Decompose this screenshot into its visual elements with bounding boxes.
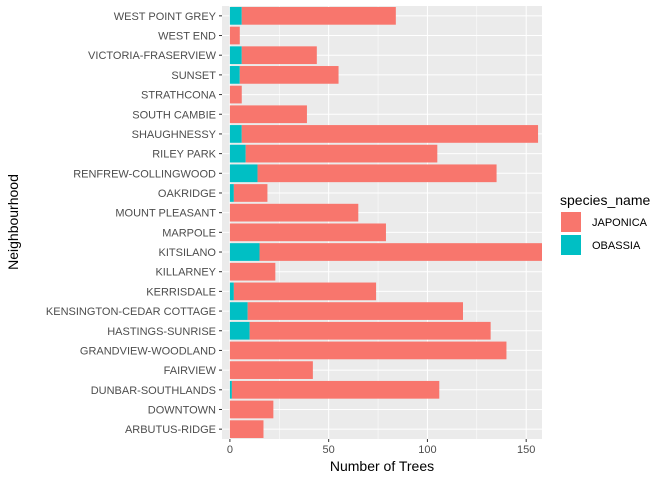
y-tick-label: DOWNTOWN	[148, 404, 216, 416]
bar-japonica	[229, 223, 386, 242]
y-tick-label: WEST END	[158, 31, 216, 43]
bar-obassia	[229, 321, 250, 340]
legend-key-obassia	[561, 235, 581, 255]
bar-japonica	[241, 46, 317, 65]
bar-japonica	[229, 85, 242, 104]
y-tick-label: SUNSET	[171, 70, 216, 82]
y-axis: ARBUTUS-RIDGE DOWNTOWN DUNBAR-SOUTHLANDS FA…	[46, 11, 222, 436]
bar-japonica	[241, 6, 396, 25]
y-tick-label: DUNBAR-SOUTHLANDS	[91, 385, 216, 397]
bar-obassia	[229, 6, 242, 25]
y-tick-label: MARPOLE	[162, 227, 216, 239]
legend: species_name JAPONICA OBASSIA	[560, 192, 650, 255]
y-tick-label: HASTINGS-SUNRISE	[107, 326, 216, 338]
legend-label-japonica: JAPONICA	[592, 217, 648, 229]
y-tick-label: ARBUTUS-RIDGE	[125, 424, 216, 436]
bar-obassia	[229, 125, 242, 143]
bar-japonica	[233, 184, 268, 202]
y-tick-label: FAIRVIEW	[164, 365, 217, 377]
bar-obassia	[229, 243, 260, 261]
legend-title: species_name	[560, 192, 650, 208]
bar-japonica	[229, 400, 274, 419]
bar-japonica	[245, 144, 438, 163]
y-tick-label: VICTORIA-FRASERVIEW	[88, 50, 217, 62]
y-tick-label: WEST POINT GREY	[114, 11, 217, 23]
y-tick-label: GRANDVIEW-WOODLAND	[80, 345, 216, 357]
bar-obassia	[229, 282, 234, 301]
y-tick-label: RENFREW-COLLINGWOOD	[73, 168, 216, 180]
x-axis: 0 50 100 150	[227, 439, 535, 456]
y-tick-label: KERRISDALE	[146, 286, 216, 298]
bar-obassia	[229, 380, 232, 399]
bar-japonica	[229, 105, 307, 124]
bar-obassia	[229, 164, 258, 183]
bar-obassia	[229, 46, 242, 65]
y-tick-label: OAKRIDGE	[158, 188, 216, 200]
bar-japonica	[233, 282, 377, 301]
legend-key-japonica	[561, 212, 581, 232]
y-tick-label: SHAUGHNESSY	[132, 129, 217, 141]
bar-japonica	[259, 243, 542, 261]
bar-japonica	[241, 125, 539, 143]
bar-japonica	[229, 262, 276, 281]
y-tick-label: KILLARNEY	[155, 267, 216, 279]
bar-japonica	[231, 380, 440, 399]
bar-obassia	[229, 144, 246, 163]
bar-japonica	[257, 164, 497, 183]
y-tick-label: KENSINGTON-CEDAR COTTAGE	[46, 306, 216, 318]
bar-japonica	[229, 341, 507, 360]
bar-obassia	[229, 302, 248, 320]
bars-layer	[229, 6, 542, 439]
legend-label-obassia: OBASSIA	[592, 240, 641, 252]
bar-japonica	[249, 321, 491, 340]
bar-japonica	[247, 302, 463, 320]
bar-japonica	[229, 420, 264, 439]
bar-obassia	[229, 184, 234, 202]
y-tick-label: SOUTH CAMBIE	[132, 109, 216, 121]
bar-japonica	[229, 203, 359, 222]
bar-japonica	[239, 66, 339, 84]
bar-japonica	[229, 361, 313, 379]
y-axis-title: Neighbourhood	[5, 174, 21, 270]
x-tick-label: 100	[418, 444, 436, 456]
bar-obassia	[229, 66, 240, 84]
y-tick-label: MOUNT PLEASANT	[115, 208, 216, 220]
x-tick-label: 0	[227, 444, 233, 456]
y-tick-label: RILEY PARK	[152, 149, 216, 161]
x-axis-title: Number of Trees	[330, 458, 434, 474]
y-tick-label: STRATHCONA	[141, 90, 217, 102]
x-tick-label: 50	[323, 444, 335, 456]
y-tick-label: KITSILANO	[159, 247, 217, 259]
bar-japonica	[229, 26, 240, 45]
x-tick-label: 150	[517, 444, 535, 456]
